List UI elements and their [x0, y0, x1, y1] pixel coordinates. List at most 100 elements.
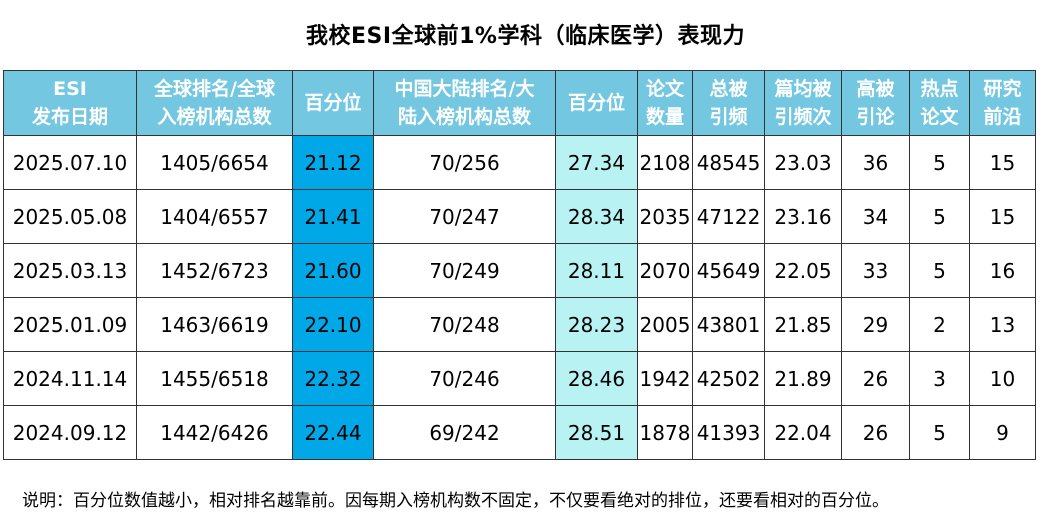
table-cell: 1455/6518 — [136, 351, 293, 406]
table-cell: 2108 — [637, 135, 693, 190]
table-row: 2024.09.12 1442/6426 22.44 69/242 28.51 1878 4… — [3, 405, 1036, 460]
column-header-line: 研究 — [983, 78, 1022, 100]
table-cell: 43801 — [692, 297, 765, 352]
table-cell: 2070 — [637, 243, 693, 298]
table-row: 2025.03.13 1452/6723 21.60 70/249 28.11 2070 4… — [3, 243, 1036, 298]
column-header: 百分位 — [555, 70, 638, 136]
table-cell: 70/256 — [373, 135, 556, 190]
column-header: 全球排名/全球 入榜机构总数 — [136, 70, 293, 136]
table-cell: 41393 — [692, 405, 765, 460]
column-header-line: 高被 — [856, 78, 895, 100]
column-header: 总被 引频 — [692, 70, 765, 136]
column-header-line: 数量 — [645, 106, 684, 128]
table-cell: 1878 — [637, 405, 693, 460]
table-cell: 1442/6426 — [136, 405, 293, 460]
table-cell: 28.34 — [555, 189, 638, 244]
table-cell: 21.12 — [292, 135, 374, 190]
table-row: 2025.05.08 1404/6557 21.41 70/247 28.34 2035 4… — [3, 189, 1036, 244]
column-header-line: 论文 — [920, 106, 959, 128]
column-header-line: 入榜机构总数 — [157, 106, 272, 128]
table-cell: 5 — [909, 405, 970, 460]
column-header-line: ESI — [53, 78, 87, 100]
table-cell: 23.16 — [764, 189, 842, 244]
table-cell: 15 — [969, 189, 1036, 244]
table-cell: 23.03 — [764, 135, 842, 190]
column-header-line: 百分位 — [567, 92, 625, 114]
table-cell: 27.34 — [555, 135, 638, 190]
column-header-line: 前沿 — [983, 106, 1022, 128]
table-cell: 47122 — [692, 189, 765, 244]
table-row: 2025.01.09 1463/6619 22.10 70/248 28.23 2005 4… — [3, 297, 1036, 352]
table-cell: 2025.03.13 — [3, 243, 137, 298]
table-cell: 22.32 — [292, 351, 374, 406]
table-cell: 21.89 — [764, 351, 842, 406]
column-header-line: 引论 — [856, 106, 895, 128]
table-cell: 21.41 — [292, 189, 374, 244]
table-cell: 2025.01.09 — [3, 297, 137, 352]
table-cell: 29 — [841, 297, 910, 352]
table-cell: 22.44 — [292, 405, 374, 460]
table-cell: 21.60 — [292, 243, 374, 298]
table-cell: 22.04 — [764, 405, 842, 460]
table-cell: 70/246 — [373, 351, 556, 406]
table-cell: 13 — [969, 297, 1036, 352]
column-header: 百分位 — [292, 70, 374, 136]
table-cell: 5 — [909, 189, 970, 244]
table-cell: 28.51 — [555, 405, 638, 460]
table-cell: 69/242 — [373, 405, 556, 460]
table-row: 2024.11.14 1455/6518 22.32 70/246 28.46 1942 4… — [3, 351, 1036, 406]
column-header: 篇均被 引频次 — [764, 70, 842, 136]
table-cell: 70/248 — [373, 297, 556, 352]
table-cell: 1452/6723 — [136, 243, 293, 298]
table-cell: 28.23 — [555, 297, 638, 352]
column-header: 研究 前沿 — [969, 70, 1036, 136]
table-body: 2025.07.10 1405/6654 21.12 70/256 27.34 2108 4… — [3, 135, 1036, 460]
table-cell: 34 — [841, 189, 910, 244]
table-cell: 45649 — [692, 243, 765, 298]
column-header: 论文 数量 — [637, 70, 693, 136]
column-header-line: 中国大陆排名/大 — [394, 78, 535, 100]
table-cell: 2024.11.14 — [3, 351, 137, 406]
table-cell: 26 — [841, 351, 910, 406]
table-cell: 36 — [841, 135, 910, 190]
table-cell: 28.46 — [555, 351, 638, 406]
table-cell: 2035 — [637, 189, 693, 244]
table-cell: 15 — [969, 135, 1036, 190]
column-header-line: 发布日期 — [31, 106, 108, 128]
table-cell: 1942 — [637, 351, 693, 406]
table-cell: 16 — [969, 243, 1036, 298]
page-title: 我校ESI全球前1%学科（临床医学）表现力 — [306, 24, 745, 49]
column-header: ESI 发布日期 — [3, 70, 137, 136]
table-row: 2025.07.10 1405/6654 21.12 70/256 27.34 2108 4… — [3, 135, 1036, 190]
header-row: ESI 发布日期 全球排名/全球 入榜机构总数 百分位 中国大陆排名/大 陆入榜机构总数 百分… — [3, 70, 1036, 136]
table-cell: 70/247 — [373, 189, 556, 244]
table-cell: 22.10 — [292, 297, 374, 352]
column-header-line: 百分位 — [304, 92, 362, 114]
column-header-line: 篇均被 — [774, 78, 832, 100]
column-header: 热点 论文 — [909, 70, 970, 136]
table-cell: 42502 — [692, 351, 765, 406]
table-cell: 10 — [969, 351, 1036, 406]
table-cell: 2025.05.08 — [3, 189, 137, 244]
table-cell: 70/249 — [373, 243, 556, 298]
footnote: 说明：百分位数值越小，相对排名越靠前。因每期入榜机构数不固定，不仅要看绝对的排位… — [22, 491, 889, 511]
table-cell: 48545 — [692, 135, 765, 190]
table-cell: 2025.07.10 — [3, 135, 137, 190]
column-header: 中国大陆排名/大 陆入榜机构总数 — [373, 70, 556, 136]
table-cell: 2005 — [637, 297, 693, 352]
table-cell: 5 — [909, 243, 970, 298]
table-cell: 2 — [909, 297, 970, 352]
column-header-line: 总被 — [709, 78, 748, 100]
column-header-line: 热点 — [920, 78, 959, 100]
column-header-line: 引频次 — [774, 106, 832, 128]
column-header-line: 论文 — [645, 78, 684, 100]
column-header-line: 全球排名/全球 — [154, 78, 275, 100]
table-cell: 5 — [909, 135, 970, 190]
table-cell: 28.11 — [555, 243, 638, 298]
table-cell: 33 — [841, 243, 910, 298]
column-header-line: 陆入榜机构总数 — [397, 106, 531, 128]
column-header: 高被 引论 — [841, 70, 910, 136]
table-cell: 1404/6557 — [136, 189, 293, 244]
table-cell: 3 — [909, 351, 970, 406]
esi-table: ESI 发布日期 全球排名/全球 入榜机构总数 百分位 中国大陆排名/大 陆入榜机构总数 百分… — [3, 70, 1036, 460]
